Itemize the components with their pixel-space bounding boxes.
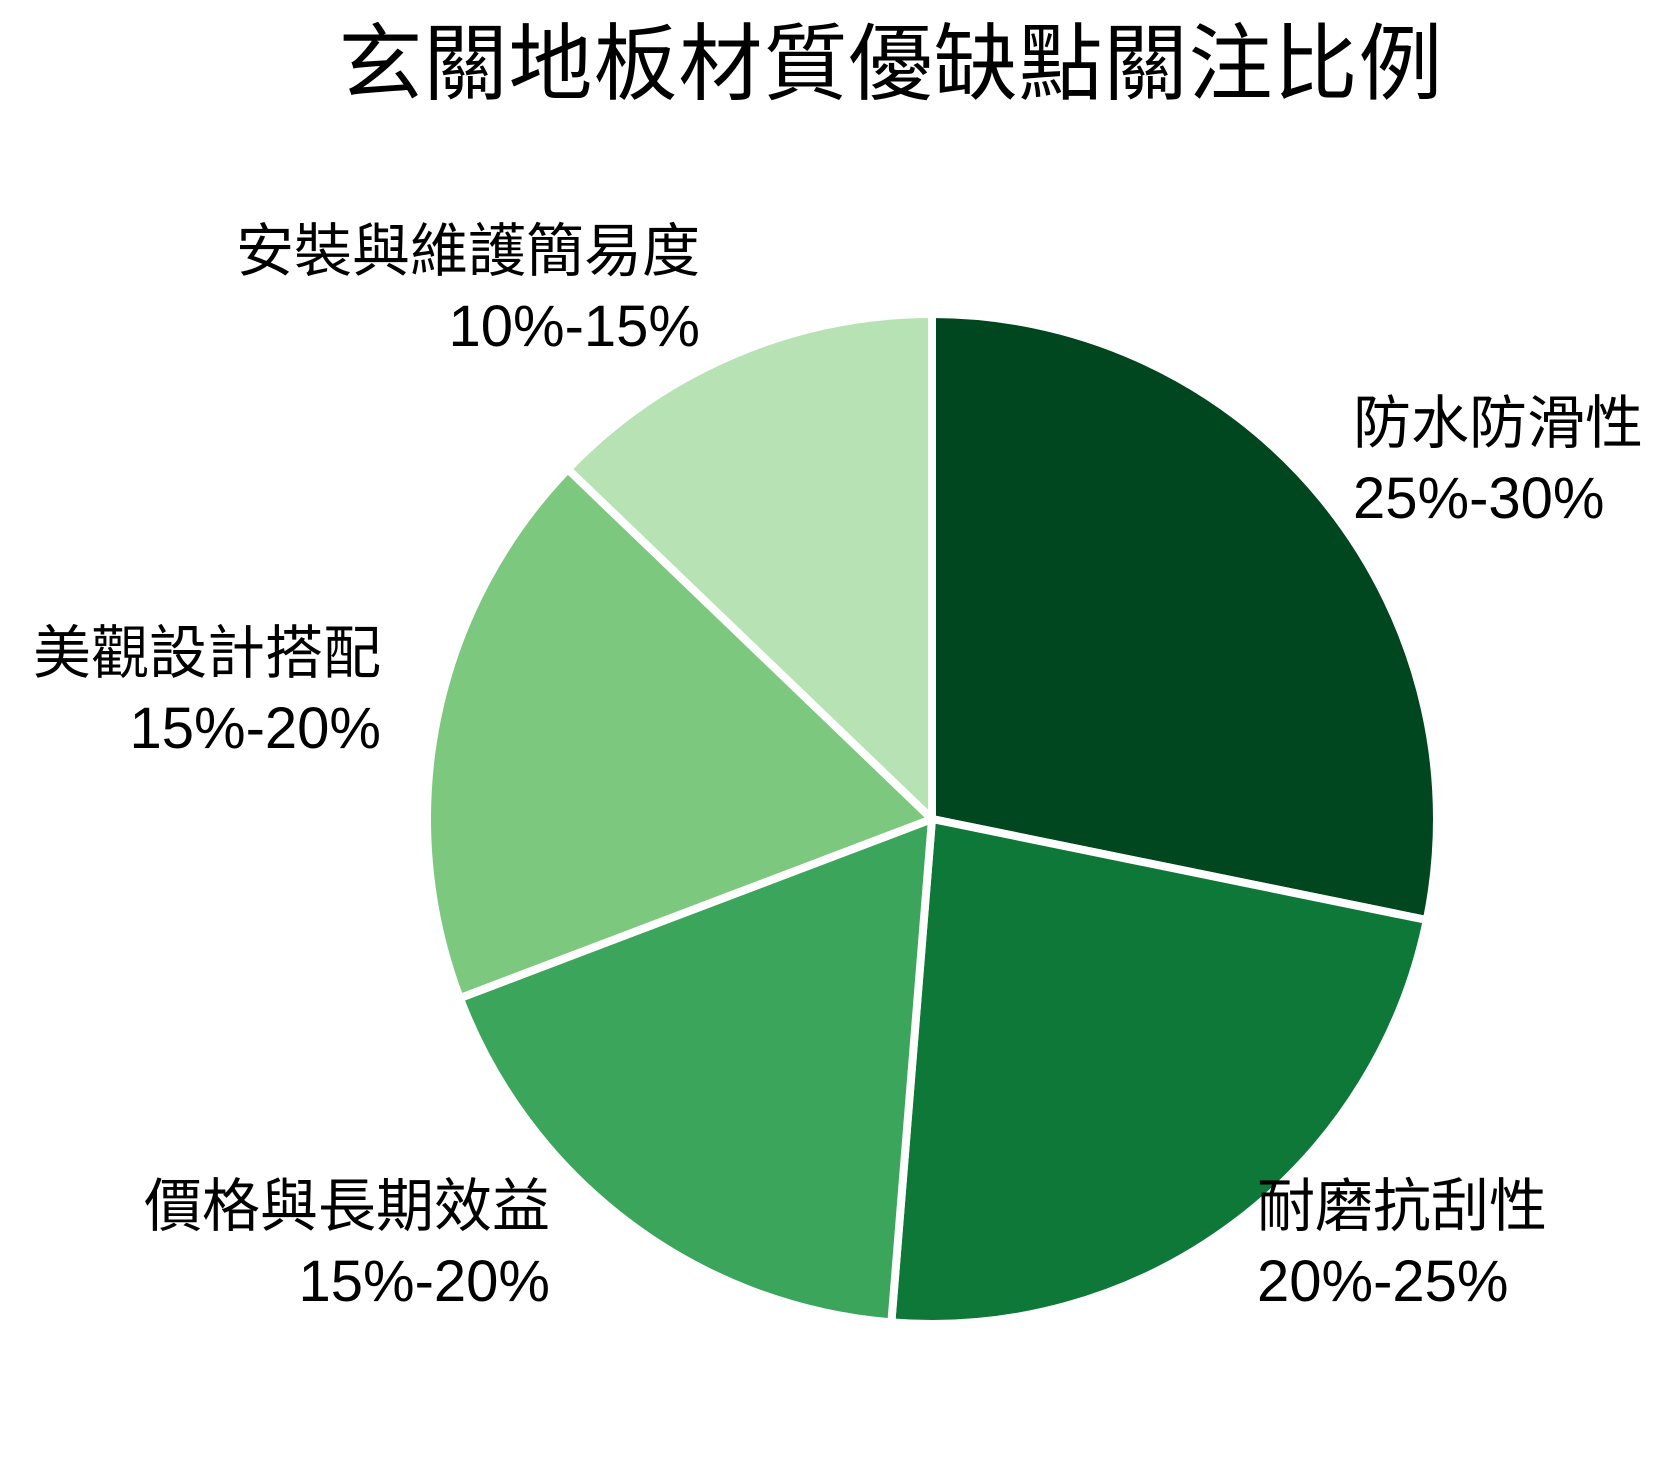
chart-title: 玄關地板材質優缺點關注比例: [338, 17, 1444, 111]
slice-range-text: 20%-25%: [1257, 1249, 1509, 1314]
slice-label-aesthetic-design-match: 美觀設計搭配 15%-20%: [33, 616, 381, 766]
slice-label-text: 美觀設計搭配: [32, 621, 381, 686]
slice-label-waterproof-antislip: 防水防滑性 25%-30%: [1353, 386, 1643, 536]
slice-range-text: 15%-20%: [129, 696, 381, 761]
slice-range-text: 25%-30%: [1353, 466, 1605, 531]
slice-label-installation-maintenance-ease: 安裝與維護簡易度 10%-15%: [236, 214, 700, 364]
pie-slice-4: [563, 310, 936, 823]
slice-label-text: 安裝與維護簡易度: [235, 219, 700, 284]
pie-slice-2: [455, 815, 936, 1327]
slice-label-price-longterm-value: 價格與長期效益 15%-20%: [144, 1169, 550, 1319]
slice-label-text: 價格與長期效益: [143, 1174, 550, 1239]
slice-label-wear-scratch-resistance: 耐磨抗刮性 20%-25%: [1257, 1169, 1547, 1319]
pie-slice-1: [887, 815, 1431, 1328]
slice-range-text: 15%-20%: [298, 1249, 550, 1314]
pie-slice-3: [423, 465, 936, 1003]
slice-range-text: 10%-15%: [448, 294, 700, 359]
slice-label-text: 防水防滑性: [1353, 391, 1644, 456]
slice-label-text: 耐磨抗刮性: [1257, 1174, 1548, 1239]
pie-slice-0: [928, 310, 1441, 925]
